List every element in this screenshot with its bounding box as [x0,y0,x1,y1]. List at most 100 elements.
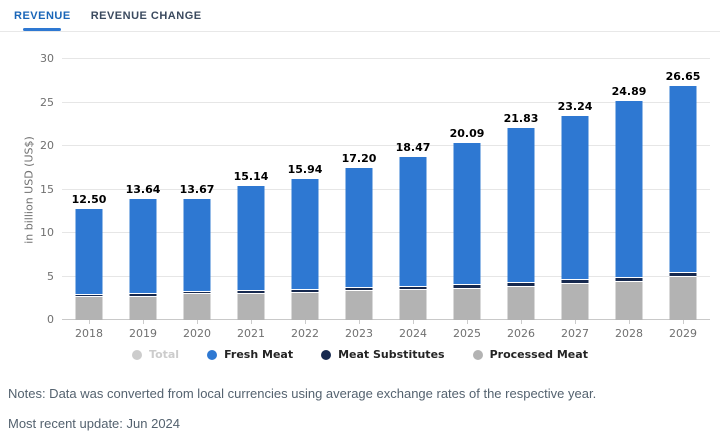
bar-2028[interactable] [615,101,643,320]
bar-segment-meat-substitutes[interactable] [453,285,481,288]
segment-separator [561,279,589,281]
x-tick-mark [142,320,144,324]
legend-item-meat-substitutes[interactable]: Meat Substitutes [321,348,445,361]
chart-legend: Total Fresh Meat Meat Substitutes Processed… [0,348,720,361]
segment-separator [75,294,103,296]
bar-column-2029: 26.65 [656,59,710,320]
bar-segment-processed-meat[interactable] [453,288,481,320]
tab-revenue-label: REVENUE [14,9,71,22]
x-tick-mark [196,320,198,324]
bar-segment-meat-substitutes[interactable] [561,280,589,284]
bar-segment-fresh-meat[interactable] [345,168,373,288]
bar-segment-meat-substitutes[interactable] [183,291,211,293]
bar-segment-processed-meat[interactable] [399,290,427,320]
legend-dot-icon [321,349,332,360]
tab-revenue-change[interactable]: REVENUE CHANGE [91,0,202,31]
bar-segment-fresh-meat[interactable] [669,86,697,272]
legend-item-total[interactable]: Total [132,348,179,361]
bar-2018[interactable] [75,209,103,320]
bar-segment-processed-meat[interactable] [561,284,589,320]
legend-item-fresh-meat[interactable]: Fresh Meat [207,348,293,361]
bar-column-2028: 24.89 [602,59,656,320]
bar-segment-processed-meat[interactable] [507,286,535,320]
segment-separator [345,287,373,289]
bar-2020[interactable] [183,199,211,320]
bar-segment-fresh-meat[interactable] [75,209,103,295]
segment-separator [669,271,697,273]
gridline [62,232,710,233]
bar-segment-processed-meat[interactable] [183,293,211,320]
segment-separator [399,286,427,288]
bar-total-label: 15.94 [287,163,323,177]
tab-revenue[interactable]: REVENUE [14,0,71,31]
bar-total-label: 18.47 [395,141,431,155]
segment-separator [75,296,103,298]
plot-area: 0 5 10 15 20 25 30 12.50 13.64 13.67 15.14 15.94 17.… [40,52,710,326]
bar-segment-processed-meat[interactable] [345,291,373,320]
bar-segment-fresh-meat[interactable] [291,179,319,290]
update-line: Most recent update: Jun 2024 [8,416,181,431]
bar-segment-processed-meat[interactable] [291,293,319,320]
legend-label: Processed Meat [489,348,588,361]
bar-segment-fresh-meat[interactable] [561,115,589,280]
x-tick-mark [520,320,522,324]
bar-segment-meat-substitutes[interactable] [507,283,535,286]
bar-2022[interactable] [291,179,319,320]
legend-dot-icon [132,349,143,360]
gridline [62,58,710,59]
y-tick-label: 5 [47,269,54,283]
bar-segment-meat-substitutes[interactable] [291,290,319,293]
bar-segment-processed-meat[interactable] [669,277,697,320]
bar-total-label: 17.20 [341,152,377,166]
y-tick-label: 25 [40,95,54,109]
y-tick-label: 10 [40,226,54,239]
bar-segment-meat-substitutes[interactable] [345,288,373,291]
segment-separator [615,276,643,278]
bar-segment-meat-substitutes[interactable] [75,295,103,297]
legend-label: Fresh Meat [224,348,294,361]
x-tick-label-2022: 2022 [278,320,332,344]
bar-segment-fresh-meat[interactable] [453,143,481,285]
legend-label: Total [149,348,180,361]
bar-segment-fresh-meat[interactable] [183,199,211,291]
bar-column-2023: 17.20 [332,59,386,320]
bar-total-label: 26.65 [665,70,701,84]
x-tick-label-2027: 2027 [548,320,602,344]
bar-segment-meat-substitutes[interactable] [237,291,265,293]
x-tick-mark [412,320,414,324]
bar-2023[interactable] [345,168,373,320]
legend-dot-icon [207,349,218,360]
bar-segment-fresh-meat[interactable] [237,186,265,291]
bar-2024[interactable] [399,157,427,320]
bar-2021[interactable] [237,186,265,320]
segment-separator [183,290,211,292]
legend-item-processed-meat[interactable]: Processed Meat [472,348,588,361]
segment-separator [129,295,157,297]
x-tick-mark [88,320,90,324]
bar-2027[interactable] [561,115,589,320]
bar-segment-meat-substitutes[interactable] [669,272,697,277]
bar-segment-meat-substitutes[interactable] [615,277,643,281]
bar-segment-fresh-meat[interactable] [507,128,535,283]
bar-segment-fresh-meat[interactable] [615,101,643,277]
bar-segment-processed-meat[interactable] [75,297,103,320]
y-tick-label: 15 [40,182,54,196]
bar-segment-processed-meat[interactable] [129,296,157,320]
bar-segment-meat-substitutes[interactable] [399,287,427,290]
x-tick-mark [358,320,360,324]
bar-2026[interactable] [507,128,535,320]
bar-2029[interactable] [669,86,697,320]
segment-separator [399,289,427,291]
bar-2025[interactable] [453,143,481,320]
bar-segment-fresh-meat[interactable] [129,199,157,294]
bar-column-2022: 15.94 [278,59,332,320]
x-tick-label-2024: 2024 [386,320,440,344]
bar-segment-fresh-meat[interactable] [399,157,427,287]
notes-line: Notes: Data was converted from local cur… [8,386,597,401]
bar-segment-processed-meat[interactable] [615,281,643,320]
bar-2019[interactable] [129,199,157,320]
chart-notes: Notes: Data was converted from local cur… [8,386,712,446]
bar-segment-meat-substitutes[interactable] [129,294,157,296]
bar-segment-processed-meat[interactable] [237,293,265,320]
x-tick-label-2019: 2019 [116,320,170,344]
